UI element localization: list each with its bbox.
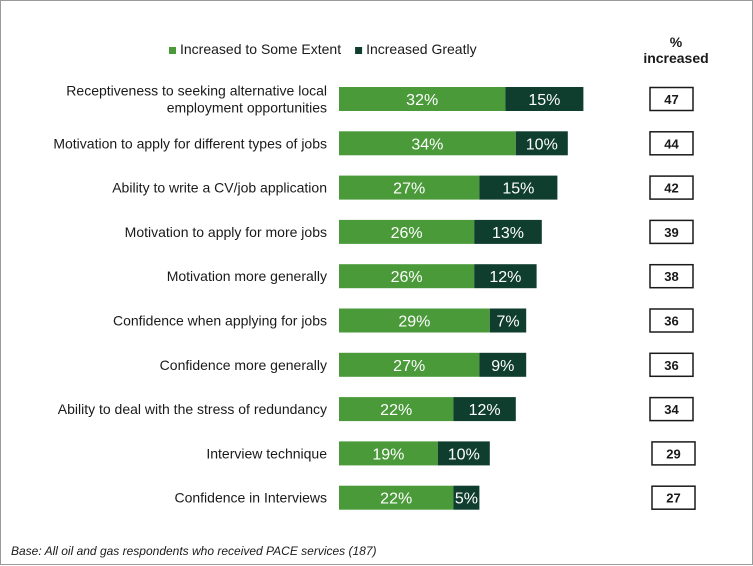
bar-value-1-series-1: 32% xyxy=(406,92,438,109)
bar-value-6-series-2: 7% xyxy=(496,314,519,331)
bar-value-9-series-2: 10% xyxy=(448,446,480,463)
bar-4-series-2 xyxy=(474,219,542,244)
bar-value-7-series-1: 27% xyxy=(393,358,425,375)
totals-header-line-1: % xyxy=(670,34,683,50)
total-box-7 xyxy=(649,352,694,378)
bar-value-10-series-2: 5% xyxy=(455,491,478,508)
bar-2-series-2 xyxy=(515,131,568,156)
total-box-5 xyxy=(649,263,694,289)
total-box-3 xyxy=(649,175,694,200)
total-value-6: 36 xyxy=(664,314,678,329)
category-label-1-line-2: employment opportunities xyxy=(167,100,327,116)
bar-1-series-1 xyxy=(339,87,506,111)
bar-value-3-series-1: 27% xyxy=(393,181,425,198)
total-value-4: 39 xyxy=(664,225,678,240)
category-label-2: Motivation to apply for different types … xyxy=(53,135,327,151)
bar-value-1-series-2: 15% xyxy=(528,92,560,109)
total-value-5: 38 xyxy=(664,269,678,284)
total-box-1 xyxy=(649,86,694,112)
legend-label-1: Increased to Some Extent xyxy=(180,41,341,57)
legend-label-2: Increased Greatly xyxy=(366,41,477,57)
bar-4-series-1 xyxy=(339,219,475,244)
bar-10-series-1 xyxy=(339,485,454,510)
bar-6-series-1 xyxy=(339,308,490,333)
bar-value-2-series-2: 10% xyxy=(526,136,558,153)
bar-8-series-1 xyxy=(339,397,454,422)
category-label-1-line-1: Receptiveness to seeking alternative loc… xyxy=(66,83,327,99)
category-label-7: Confidence more generally xyxy=(160,357,327,373)
bar-2-series-1 xyxy=(339,131,516,156)
bar-6-series-2 xyxy=(489,308,527,333)
legend-swatch-2 xyxy=(355,47,363,54)
total-value-10: 27 xyxy=(666,491,680,506)
bar-3-series-2 xyxy=(479,175,558,200)
bar-value-9-series-1: 19% xyxy=(372,446,404,463)
totals-header-line-2: increased xyxy=(643,50,708,66)
legend-swatch-1 xyxy=(169,47,176,54)
category-label-3: Ability to write a CV/job application xyxy=(112,180,327,196)
bar-3-series-1 xyxy=(339,175,480,200)
category-label-10: Confidence in Interviews xyxy=(174,490,327,506)
bar-8-series-2 xyxy=(453,397,516,422)
total-box-2 xyxy=(649,131,694,156)
total-value-8: 34 xyxy=(664,402,679,417)
total-box-8 xyxy=(649,396,694,422)
total-box-9 xyxy=(651,441,696,466)
total-value-9: 29 xyxy=(666,446,680,461)
category-label-9: Interview technique xyxy=(206,445,327,461)
total-value-2: 44 xyxy=(664,136,679,151)
category-label-8: Ability to deal with the stress of redun… xyxy=(58,401,327,417)
total-box-10 xyxy=(651,485,696,510)
total-box-6 xyxy=(649,308,694,333)
bar-value-3-series-2: 15% xyxy=(502,181,534,198)
category-label-5: Motivation more generally xyxy=(167,268,327,284)
total-value-7: 36 xyxy=(664,358,678,373)
category-label-6: Confidence when applying for jobs xyxy=(113,313,327,329)
bar-value-10-series-1: 22% xyxy=(380,491,412,508)
bar-value-8-series-2: 12% xyxy=(469,402,501,419)
bar-value-4-series-1: 26% xyxy=(391,225,423,242)
bar-value-5-series-1: 26% xyxy=(391,269,423,286)
bar-7-series-1 xyxy=(339,352,480,377)
category-label-4: Motivation to apply for more jobs xyxy=(125,224,327,240)
total-value-3: 42 xyxy=(664,181,678,196)
total-value-1: 47 xyxy=(664,92,678,107)
bar-1-series-2 xyxy=(505,87,584,111)
bar-10-series-2 xyxy=(453,485,480,510)
bar-9-series-1 xyxy=(339,441,438,466)
bar-7-series-2 xyxy=(479,352,527,377)
bar-value-2-series-1: 34% xyxy=(411,136,443,153)
bar-9-series-2 xyxy=(437,441,490,466)
bar-value-6-series-1: 29% xyxy=(398,314,430,331)
footnote: Base: All oil and gas respondents who re… xyxy=(11,544,377,558)
bar-value-5-series-2: 12% xyxy=(489,269,521,286)
bar-value-8-series-1: 22% xyxy=(380,402,412,419)
bar-value-7-series-2: 9% xyxy=(491,358,514,375)
bar-5-series-1 xyxy=(339,264,475,289)
bar-value-4-series-2: 13% xyxy=(492,225,524,242)
bar-5-series-2 xyxy=(474,264,537,289)
total-box-4 xyxy=(649,219,694,245)
